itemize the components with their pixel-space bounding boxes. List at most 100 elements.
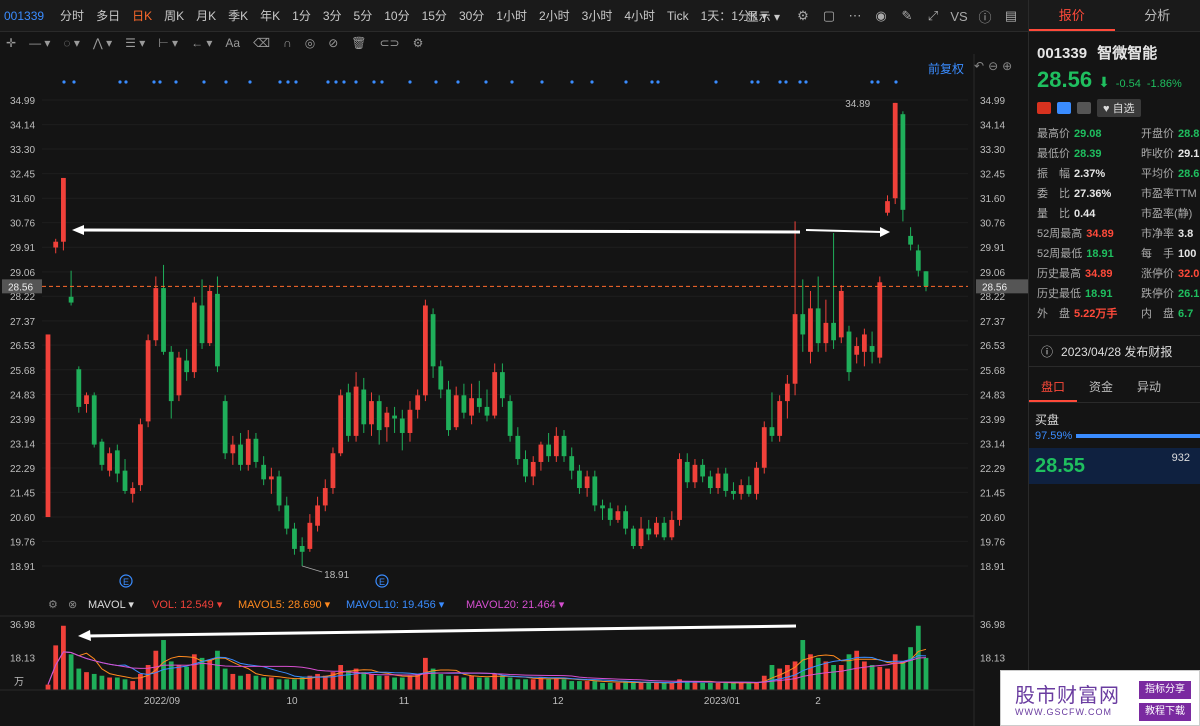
period-tab[interactable]: 日K: [132, 9, 153, 23]
candle-body: [384, 412, 390, 428]
more-icon[interactable]: ⋯: [848, 8, 862, 23]
period-tab[interactable]: 1天：1分K ▾: [700, 9, 768, 23]
candle-body: [507, 401, 513, 436]
display-dropdown[interactable]: 显示 ▾: [746, 9, 780, 24]
date-axis-label: 11: [399, 696, 410, 707]
camera-icon[interactable]: ◉: [875, 8, 887, 23]
stock-code-label[interactable]: 001339: [4, 8, 45, 23]
hide-icon[interactable]: ⊘: [328, 36, 339, 50]
event-dot: [624, 80, 628, 84]
pen-icon[interactable]: ✎: [901, 8, 913, 23]
info-icon[interactable]: ⓘ: [978, 9, 992, 25]
volume-bar: [207, 659, 213, 690]
period-tab[interactable]: 15分: [421, 9, 447, 23]
add-favorite-button[interactable]: ♥ 自选: [1097, 99, 1141, 117]
stat-item: 历史最高 34.89: [1037, 265, 1141, 281]
candle-body: [245, 438, 251, 465]
candle-body: [469, 398, 474, 416]
line-tool-icon[interactable]: — ▾: [29, 36, 51, 50]
stat-value: 34.89: [1085, 268, 1113, 280]
period-tab[interactable]: 多日: [96, 9, 121, 23]
info-circle-icon: ⓘ: [1041, 344, 1054, 359]
settings-icon[interactable]: ⚙: [797, 8, 809, 23]
circle-tool-icon[interactable]: ◌ ▾: [63, 36, 80, 50]
period-tab[interactable]: 3小时: [581, 9, 613, 23]
gear-icon[interactable]: ⚙: [412, 36, 424, 50]
period-tab[interactable]: 2小时: [538, 9, 570, 23]
stat-value: 29.08: [1074, 128, 1102, 140]
candle-body: [122, 470, 128, 491]
current-price: 28.56: [1037, 67, 1093, 92]
undo-icon[interactable]: ↶: [974, 59, 985, 73]
period-tab[interactable]: 月K: [196, 9, 217, 23]
period-tab[interactable]: 1分: [292, 9, 311, 23]
period-tab[interactable]: 10分: [384, 9, 410, 23]
volume-bar: [553, 677, 559, 690]
period-tab[interactable]: 年K: [260, 9, 281, 23]
report-notice[interactable]: ⓘ 2023/04/28 发布财报: [1029, 335, 1200, 367]
kline-svg[interactable]: 34.99 34.99 34.14 34.14 33.30 33.30 32.45 32.45…: [0, 54, 1028, 726]
candle-body: [307, 522, 313, 549]
restore-right-button[interactable]: 前复权: [928, 62, 965, 76]
crosshair-icon[interactable]: ✛: [6, 36, 17, 50]
minus-icon[interactable]: ⊖: [988, 59, 999, 73]
arrow-tool-icon[interactable]: ← ▾: [191, 36, 213, 50]
volume-bar: [299, 677, 305, 690]
stat-value: 100: [1178, 248, 1197, 260]
subtab-funds[interactable]: 资金: [1089, 380, 1114, 394]
expand-icon[interactable]: ⤢: [927, 8, 939, 23]
event-dot: [714, 80, 718, 84]
candle-body: [561, 435, 567, 457]
text-tool-icon[interactable]: Aa: [225, 36, 241, 50]
date-axis-label: 10: [286, 696, 298, 707]
candle-body: [784, 383, 790, 402]
plus-icon[interactable]: ⊕: [1002, 59, 1013, 73]
layout-icon[interactable]: ▤: [1004, 8, 1018, 23]
volume-bar: [792, 661, 798, 690]
magnet-icon[interactable]: ∩: [283, 36, 292, 50]
polyline-tool-icon[interactable]: ⋀ ▾: [92, 36, 113, 50]
volume-bar: [692, 681, 698, 690]
period-tab[interactable]: 周K: [164, 9, 185, 23]
tab-quote[interactable]: 报价: [1029, 0, 1115, 31]
candle-body: [153, 288, 159, 341]
period-tab[interactable]: 3分: [322, 9, 342, 23]
stat-item: 振 幅 2.37%: [1037, 165, 1141, 181]
tab-analysis[interactable]: 分析: [1144, 8, 1171, 23]
vs-button[interactable]: VS: [950, 8, 968, 24]
period-tab[interactable]: 5分: [353, 9, 373, 23]
fib-tool-icon[interactable]: ☰ ▾: [125, 36, 146, 50]
volume-bar: [700, 682, 706, 690]
price-axis-label-right: 22.29: [980, 464, 1005, 475]
event-dot: [484, 80, 488, 84]
window-icon[interactable]: ▢: [822, 8, 836, 23]
eraser-icon[interactable]: ⌫: [253, 36, 271, 50]
volume-bar: [584, 681, 590, 690]
subtab-orderbook[interactable]: 盘口: [1029, 373, 1078, 402]
bid-row[interactable]: 28.55 932: [1029, 448, 1200, 484]
candle-body: [823, 322, 829, 344]
period-tab[interactable]: 4小时: [624, 9, 656, 23]
eye-icon[interactable]: ◎: [304, 36, 316, 50]
volume-bar: [684, 681, 690, 690]
trash-icon[interactable]: 🗑: [351, 36, 367, 50]
measure-tool-icon[interactable]: ⊢ ▾: [158, 36, 179, 50]
subtab-changes[interactable]: 异动: [1137, 380, 1162, 394]
period-tab[interactable]: Tick: [667, 8, 689, 23]
volume-bar: [638, 682, 644, 690]
period-tab[interactable]: 季K: [228, 9, 249, 23]
volume-bar: [523, 679, 528, 690]
stat-label: 历史最低: [1037, 288, 1081, 300]
indicator-close-icon: ⊗: [68, 599, 77, 611]
event-marker-label: E: [123, 577, 129, 587]
candle-body: [191, 302, 197, 373]
period-tab[interactable]: 分时: [60, 9, 85, 23]
candle-body: [707, 476, 713, 489]
period-tab[interactable]: 30分: [458, 9, 485, 23]
stat-label: 昨收价: [1141, 148, 1174, 160]
toggle-icon[interactable]: ⊂⊃: [379, 36, 400, 50]
period-tab[interactable]: 1小时: [496, 9, 527, 23]
kline-chart[interactable]: 34.99 34.99 34.14 34.14 33.30 33.30 32.45 32.45…: [0, 54, 1028, 726]
candle-body: [276, 476, 282, 506]
current-price-tag-right: [976, 279, 1028, 294]
